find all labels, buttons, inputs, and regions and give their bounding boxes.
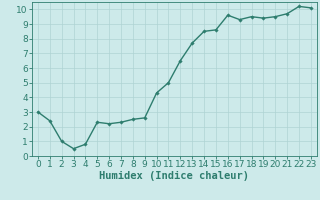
X-axis label: Humidex (Indice chaleur): Humidex (Indice chaleur) (100, 171, 249, 181)
